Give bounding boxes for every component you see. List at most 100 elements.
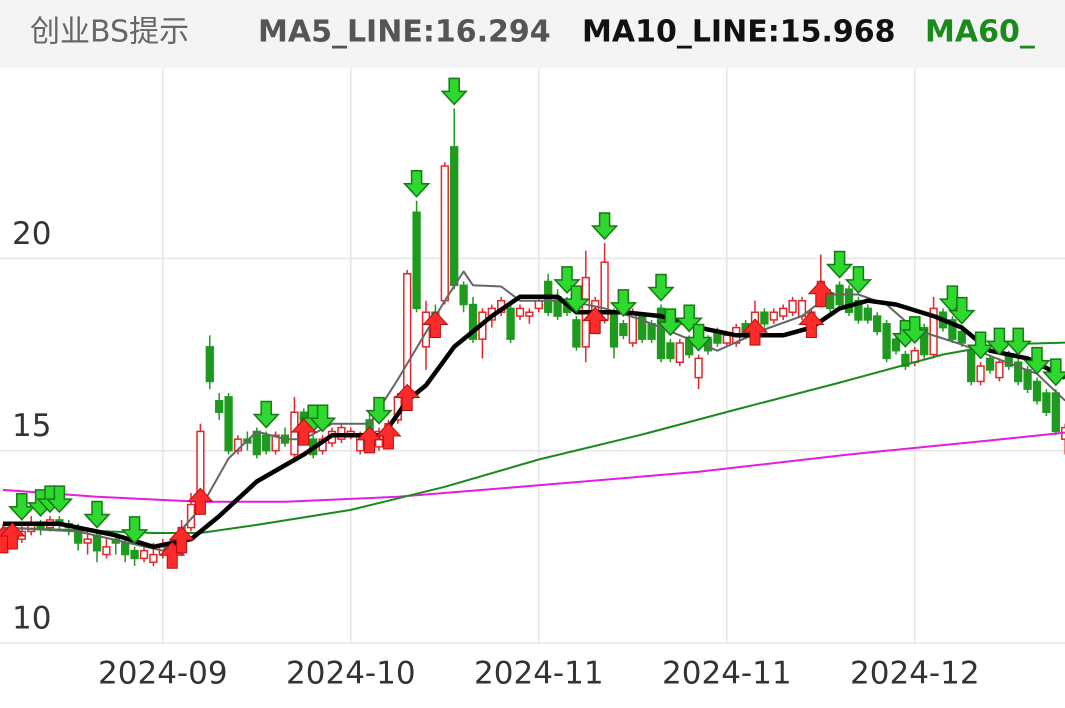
candle-body (525, 311, 534, 317)
y-tick-label: 10 (12, 601, 51, 637)
sell-arrow (83, 500, 111, 529)
x-tick-label: 2024-11 (662, 656, 792, 692)
buy-arrow (741, 318, 769, 346)
candle-body (967, 349, 976, 383)
candle-body (675, 342, 684, 363)
legend-entry: MA10_LINE:15.968 (582, 15, 895, 50)
legend: MA5_LINE:16.294 MA10_LINE:15.968 MA60_ (258, 15, 1035, 50)
candle-body (534, 299, 543, 310)
buy-arrow (807, 279, 834, 308)
ma-line (2, 431, 1065, 503)
candle-body (891, 338, 901, 352)
sell-arrow (402, 169, 431, 198)
buy-arrow (582, 306, 609, 335)
legend-entry: MA5_LINE:16.294 (258, 15, 551, 50)
candle-body (985, 357, 995, 371)
candle-body (873, 315, 882, 333)
candle-body (656, 307, 666, 360)
sell-arrow (365, 396, 393, 425)
candle-body (769, 311, 778, 321)
candle-body (863, 307, 872, 321)
candle-body (468, 303, 478, 340)
plot-area (0, 77, 1065, 569)
candle-body (788, 299, 797, 313)
y-tick-label: 15 (12, 408, 51, 444)
sell-arrow (308, 404, 337, 433)
buy-arrow (394, 383, 421, 412)
candle-body (139, 549, 149, 560)
buy-arrow (375, 422, 402, 450)
candle-body (262, 434, 271, 452)
sell-arrow (825, 250, 854, 279)
candle-body (121, 542, 130, 556)
candle-body (929, 307, 938, 356)
candle-body (92, 534, 102, 552)
candle-body (215, 399, 224, 413)
candle-body (1023, 369, 1032, 390)
candle-body (995, 361, 1004, 379)
candle-body (1042, 392, 1051, 413)
sell-arrow (675, 304, 703, 333)
candle-body (722, 334, 731, 344)
candle-body (290, 411, 299, 456)
x-tick-label: 2024-09 (98, 656, 228, 692)
ma-line (3, 294, 1065, 550)
candle-body (403, 273, 412, 402)
sell-arrow (948, 296, 976, 325)
candle-body (760, 311, 769, 325)
buy-arrow (290, 418, 317, 446)
candle-body (957, 330, 966, 344)
buy-arrow (0, 522, 26, 550)
candle-body (572, 319, 581, 348)
candle-body (450, 146, 459, 287)
candle-body (271, 434, 280, 452)
candle-body (1051, 392, 1060, 433)
sell-arrow (120, 516, 149, 544)
candle-body (506, 307, 515, 340)
candle-body (920, 326, 929, 356)
x-tick-label: 2024-12 (850, 656, 980, 692)
candle-body (149, 553, 158, 563)
sell-arrow (562, 285, 591, 314)
candle-body (647, 323, 656, 340)
candle-body (779, 307, 788, 317)
sell-arrow (844, 266, 873, 294)
candle-body (976, 365, 985, 383)
sell-arrow (440, 77, 468, 106)
sell-arrow (590, 212, 619, 241)
candle-body (844, 288, 854, 313)
candle-body (102, 546, 111, 556)
x-tick-label: 2024-11 (474, 656, 604, 692)
buy-arrow (798, 310, 825, 338)
candle-body (412, 211, 421, 310)
sell-arrow (609, 289, 638, 318)
candle-body (619, 323, 628, 337)
sell-arrow (8, 493, 36, 521)
candle-body (854, 299, 863, 321)
candle-body (130, 549, 139, 560)
sell-arrow (647, 273, 675, 302)
candle-body (421, 311, 431, 348)
candle-body (459, 284, 468, 306)
sell-arrow (1042, 358, 1065, 387)
buy-arrow (422, 310, 449, 338)
sell-arrow (45, 485, 74, 514)
candle-body (515, 307, 525, 317)
buy-arrow (356, 426, 383, 454)
candle-body (1014, 361, 1023, 383)
candle-body (901, 353, 910, 367)
candle-body (694, 357, 703, 379)
candle-body (1032, 380, 1042, 402)
header-bar (0, 0, 1065, 68)
sell-arrow (1004, 327, 1032, 356)
sell-arrow (252, 400, 280, 429)
sell-arrow (901, 316, 929, 344)
chart-title: 创业BS提示 (30, 15, 189, 50)
candle-body (205, 346, 214, 383)
candle-body (224, 396, 233, 452)
candle-body (440, 165, 449, 302)
sell-arrow (684, 323, 713, 352)
buy-arrow (187, 487, 214, 515)
candle-body (666, 342, 675, 360)
